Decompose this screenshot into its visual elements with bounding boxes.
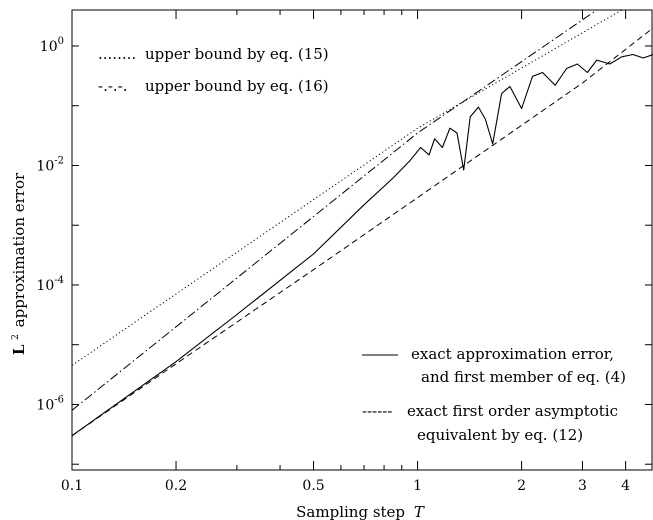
y-tick-label: 10-4: [36, 275, 64, 294]
x-tick-label: 2: [517, 478, 526, 494]
legend-swatch: ------: [362, 402, 392, 420]
legend-label: exact first order asymptotic: [407, 402, 618, 420]
legend-label: exact approximation error,: [411, 345, 614, 363]
x-tick-label: 0.1: [61, 478, 83, 494]
y-axis-title-sup: 2: [11, 334, 21, 340]
y-tick-base: 10: [36, 278, 54, 294]
series-upper_bound_15: [72, 10, 623, 366]
x-axis-title-text: Sampling step: [296, 503, 405, 520]
y-tick-label: 10-2: [36, 155, 64, 174]
legend-item-exact_error: exact approximation error, and first memb…: [362, 345, 626, 386]
series-asymptotic: [72, 27, 653, 437]
x-tick-label: 0.5: [302, 478, 324, 494]
y-tick-base: 10: [40, 39, 58, 55]
y-tick-exponent: -2: [54, 155, 64, 166]
x-tick-label: 3: [578, 478, 587, 494]
series-exact_error: [72, 53, 653, 437]
legend-label-line2: equivalent by eq. (12): [417, 426, 583, 444]
legend-label: upper bound by eq. (15): [145, 45, 329, 63]
y-tick-exponent: 0: [58, 36, 64, 47]
x-tick-label: 0.2: [165, 478, 187, 494]
y-axis-title: L 2 approximation error: [4, 172, 28, 355]
legend: ........ upper bound by eq. (15) -.-.-. upp…: [98, 45, 626, 444]
legend-item-upper_bound_16: -.-.-. upper bound by eq. (16): [98, 77, 329, 95]
x-tick-label: 4: [621, 478, 630, 494]
plot-frame: [71, 9, 653, 471]
y-tick-label: 10-6: [36, 394, 64, 413]
legend-swatch: -.-.-.: [98, 77, 128, 95]
legend-item-asymptotic: ------ exact first order asymptotic equiva…: [362, 402, 618, 444]
legend-label-line2: and first member of eq. (4): [421, 368, 626, 386]
legend-item-upper_bound_15: ........ upper bound by eq. (15): [98, 45, 329, 63]
legend-swatch: ........: [98, 45, 136, 63]
y-tick-label: 100: [40, 36, 64, 55]
y-axis-title-text: approximation error: [10, 172, 28, 327]
plot-area: [71, 9, 653, 471]
x-axis-title: Sampling step T: [296, 503, 425, 520]
y-tick-exponent: -6: [54, 394, 64, 405]
x-tick-label: 1: [413, 478, 422, 494]
y-axis-title-prefix: L: [10, 344, 28, 355]
x-axis-title-var: T: [414, 503, 425, 520]
y-tick-base: 10: [36, 158, 54, 174]
legend-label: upper bound by eq. (16): [145, 77, 329, 95]
y-tick-base: 10: [36, 397, 54, 413]
y-tick-exponent: -4: [54, 275, 64, 286]
series-layer: [72, 10, 653, 437]
